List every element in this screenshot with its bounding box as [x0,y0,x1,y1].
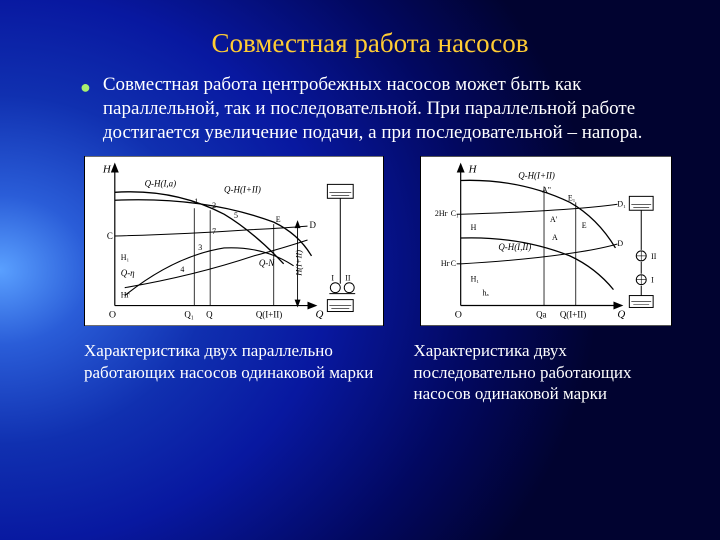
diagram-parallel-svg: H Q O Q-H(I,a) Q-H(I+II) C D Q-η Q-N [85,156,383,326]
svg-text:A': A' [550,215,558,224]
svg-text:Q-H(I,a): Q-H(I,a) [145,179,177,189]
svg-text:II: II [345,274,351,283]
caption-parallel: Характеристика двух параллельно работающ… [84,340,377,404]
svg-text:D: D [617,239,623,248]
svg-text:Hг: Hг [121,291,131,300]
svg-text:hₐ: hₐ [483,289,490,298]
svg-text:O: O [109,310,116,321]
svg-text:H: H [471,223,477,232]
svg-text:Q-η: Q-η [121,268,135,278]
svg-text:I: I [651,276,654,285]
svg-text:4: 4 [180,265,184,274]
svg-text:H₁: H₁ [121,253,130,262]
svg-text:A: A [552,233,558,242]
bullet-icon: ● [80,77,91,98]
svg-text:2: 2 [212,201,216,210]
svg-text:C: C [107,231,113,241]
svg-text:H₁: H₁ [471,275,480,284]
svg-text:2Hг: 2Hг [435,209,449,218]
diagram-parallel: H Q O Q-H(I,a) Q-H(I+II) C D Q-η Q-N [84,156,384,326]
svg-text:Q-H(I+II): Q-H(I+II) [518,171,555,181]
svg-text:Q(I+II): Q(I+II) [560,310,586,320]
svg-text:D: D [309,220,316,230]
svg-text:Q-H(I,II): Q-H(I,II) [498,242,531,252]
svg-text:Q(I+II): Q(I+II) [256,310,282,320]
svg-text:Qa: Qa [536,310,546,320]
svg-text:A": A" [542,186,551,195]
svg-text:Q: Q [617,309,625,321]
svg-text:H: H [468,164,478,176]
svg-text:Q: Q [206,310,213,320]
paragraph: Совместная работа центробежных насосов м… [103,73,660,144]
svg-text:Q₁: Q₁ [184,310,194,320]
svg-text:E₁: E₁ [568,194,576,203]
svg-text:H: H [102,164,112,176]
svg-text:C₁: C₁ [451,209,459,218]
slide: Совместная работа насосов ● Совместная р… [0,0,720,540]
svg-text:D₁: D₁ [617,200,626,209]
svg-text:Hг: Hг [441,259,451,268]
svg-text:1: 1 [194,197,198,206]
svg-text:O: O [455,310,462,321]
caption-series: Характеристика двух последовательно рабо… [413,340,660,404]
svg-text:E: E [582,221,587,230]
svg-text:II: II [651,252,657,261]
body-text: ● Совместная работа центробежных насосов… [80,73,660,144]
svg-text:7: 7 [212,227,216,236]
diagram-series-svg: H Q O Q-H(I+II) A" E₁ Q-H(I,II) C₁ D₁ C … [421,156,671,326]
svg-text:E: E [276,215,281,224]
svg-text:Q-N: Q-N [259,258,275,268]
diagram-row: H Q O Q-H(I,a) Q-H(I+II) C D Q-η Q-N [80,156,660,326]
svg-text:I: I [331,274,334,283]
svg-text:Q: Q [315,309,323,321]
svg-text:Q-H(I+II): Q-H(I+II) [224,185,261,195]
svg-text:H(I+II): H(I+II) [294,250,304,277]
svg-text:5: 5 [234,211,238,220]
svg-text:3: 3 [198,243,202,252]
caption-row: Характеристика двух параллельно работающ… [80,340,660,404]
svg-text:C: C [451,259,456,268]
slide-title: Совместная работа насосов [80,28,660,59]
diagram-series: H Q O Q-H(I+II) A" E₁ Q-H(I,II) C₁ D₁ C … [420,156,672,326]
